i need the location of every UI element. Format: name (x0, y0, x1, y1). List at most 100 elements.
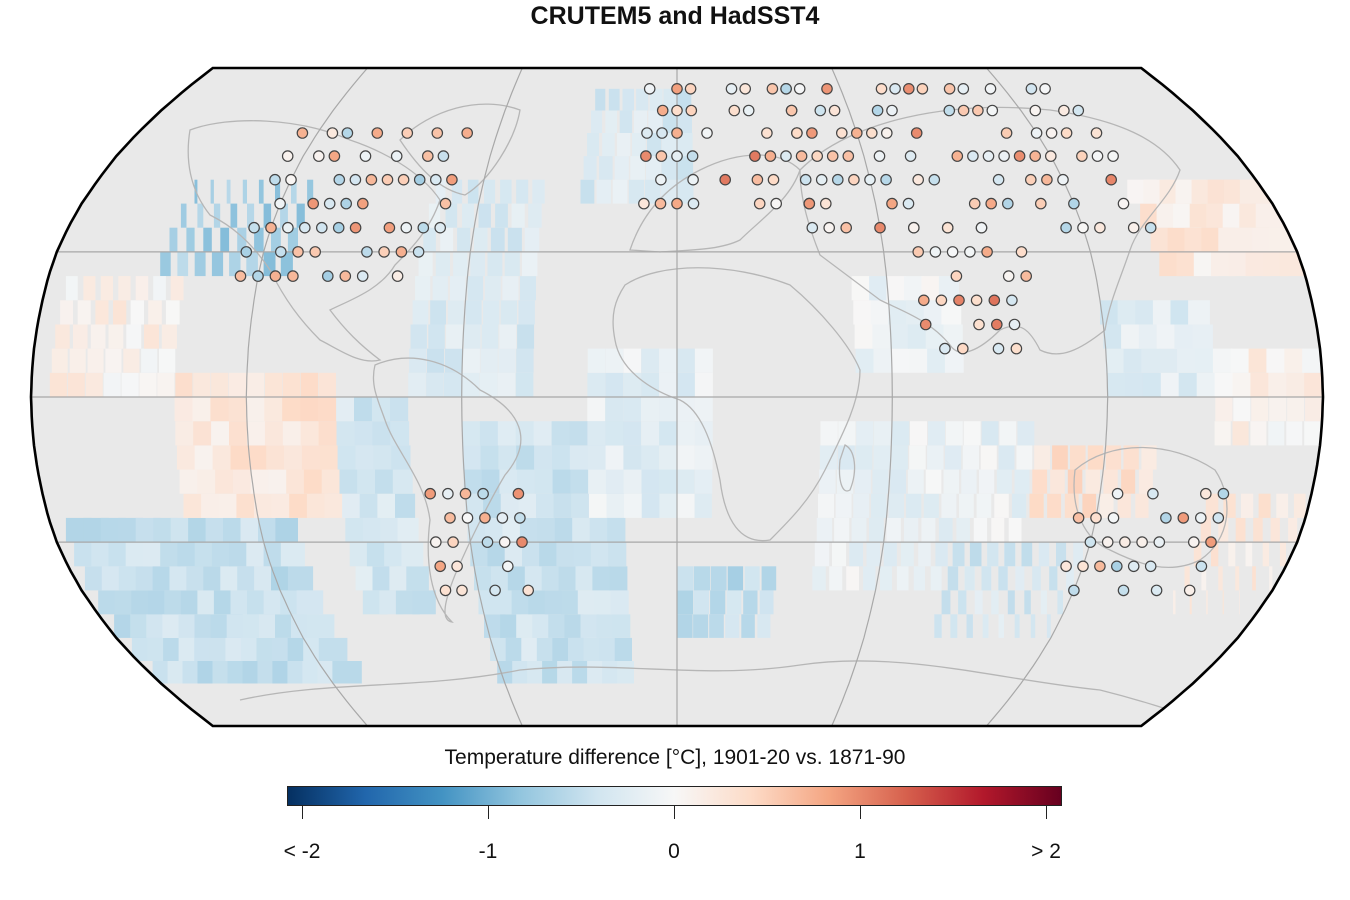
sst-grid-cell (481, 324, 499, 349)
sst-grid-cell (395, 493, 416, 518)
station-marker (516, 536, 528, 548)
sst-grid-cell (1239, 590, 1240, 615)
station-marker (390, 150, 403, 162)
sst-grid-cell (246, 421, 267, 446)
sst-grid-cell (1014, 614, 1020, 638)
sst-grid-cell (1034, 445, 1050, 470)
sst-grid-cell (1066, 566, 1074, 591)
sst-grid-cell (569, 421, 588, 446)
sst-grid-cell (481, 469, 501, 494)
station-marker (1060, 127, 1073, 139)
station-marker (328, 150, 341, 162)
sst-grid-cell (569, 445, 589, 470)
sst-grid-cell (818, 493, 835, 518)
sst-grid-cell (87, 348, 104, 373)
sst-grid-cell (180, 203, 187, 228)
sst-grid-cell (254, 493, 276, 518)
sst-grid-cell (595, 88, 606, 111)
sst-grid-cell (85, 372, 103, 397)
colorbar-tick (1046, 806, 1047, 819)
sst-grid-cell (1049, 566, 1058, 591)
station-marker (395, 246, 408, 258)
sst-grid-cell (1082, 493, 1097, 518)
station-marker (957, 104, 970, 117)
sst-grid-cell (432, 276, 448, 301)
sst-grid-cell (141, 348, 158, 373)
sst-grid-cell (1056, 542, 1067, 567)
sst-grid-cell (558, 566, 578, 591)
station-marker (1160, 512, 1172, 524)
station-marker (391, 270, 404, 282)
sst-grid-cell (1293, 493, 1306, 518)
sst-grid-cell (900, 542, 914, 567)
sst-grid-cell (1138, 324, 1160, 349)
sst-grid-cell (605, 445, 624, 470)
sst-grid-cell (659, 493, 677, 518)
sst-grid-cell (507, 566, 529, 591)
sst-grid-cell (175, 421, 195, 446)
sst-grid-cell (829, 566, 843, 591)
sst-grid-cell (906, 300, 926, 325)
sst-grid-cell (587, 348, 606, 373)
sst-grid-cell (69, 348, 86, 373)
station-marker (687, 197, 700, 210)
sst-grid-cell (974, 590, 983, 615)
sst-grid-cell (617, 661, 634, 684)
sst-grid-cell (994, 493, 1009, 518)
station-marker (315, 221, 328, 234)
station-marker (456, 584, 468, 597)
sst-grid-cell (710, 566, 727, 591)
colorbar-tick (488, 806, 489, 819)
station-marker (349, 173, 362, 186)
sst-grid-cell (570, 469, 589, 494)
station-marker (910, 127, 923, 139)
sst-grid-cell (537, 517, 557, 543)
sst-grid-cell (587, 445, 606, 470)
sst-grid-cell (1250, 372, 1270, 397)
sst-grid-cell (539, 542, 559, 567)
sst-grid-cell (517, 469, 536, 494)
station-marker (1072, 512, 1085, 524)
sst-grid-cell (660, 179, 677, 204)
sst-grid-cell (1156, 324, 1178, 349)
sst-grid-cell (337, 445, 358, 470)
sst-grid-cell (1218, 566, 1223, 591)
sst-grid-cell (609, 566, 628, 591)
sst-grid-cell (1040, 590, 1047, 615)
sst-grid-cell (956, 517, 970, 543)
sst-grid-cell (605, 421, 624, 446)
station-marker (1013, 150, 1026, 162)
sst-grid-cell (1205, 493, 1219, 518)
sst-grid-cell (250, 469, 272, 494)
sst-grid-cell (591, 110, 603, 133)
sst-grid-cell (497, 421, 517, 446)
sst-grid-cell (139, 372, 157, 397)
station-marker (902, 197, 915, 210)
sst-grid-cell (987, 542, 999, 567)
sst-grid-cell (533, 421, 552, 446)
sst-grid-cell (1233, 397, 1251, 422)
sst-grid-cell (962, 445, 979, 470)
station-marker (641, 127, 653, 139)
sst-grid-cell (515, 372, 534, 397)
coast-antarctica (239, 660, 1201, 721)
sst-grid-cell (1100, 493, 1114, 518)
station-marker (770, 197, 782, 210)
sst-grid-cell (880, 566, 892, 591)
station-marker (1035, 197, 1047, 210)
sst-grid-cell (891, 348, 910, 373)
sst-grid-cell (1288, 517, 1298, 543)
sst-grid-cell (641, 348, 660, 373)
sst-grid-cell (1030, 614, 1036, 638)
station-marker (340, 197, 352, 210)
sst-grid-cell (927, 421, 945, 446)
sst-grid-cell (342, 493, 363, 518)
sst-grid-cell (536, 637, 558, 661)
sst-grid-cell (228, 397, 247, 422)
sst-grid-cell (532, 179, 545, 204)
sst-grid-cell (1142, 372, 1162, 397)
sst-grid-cell (941, 493, 957, 518)
sst-grid-cell (757, 614, 771, 638)
station-marker (985, 197, 997, 210)
sst-grid-cell (694, 372, 713, 397)
